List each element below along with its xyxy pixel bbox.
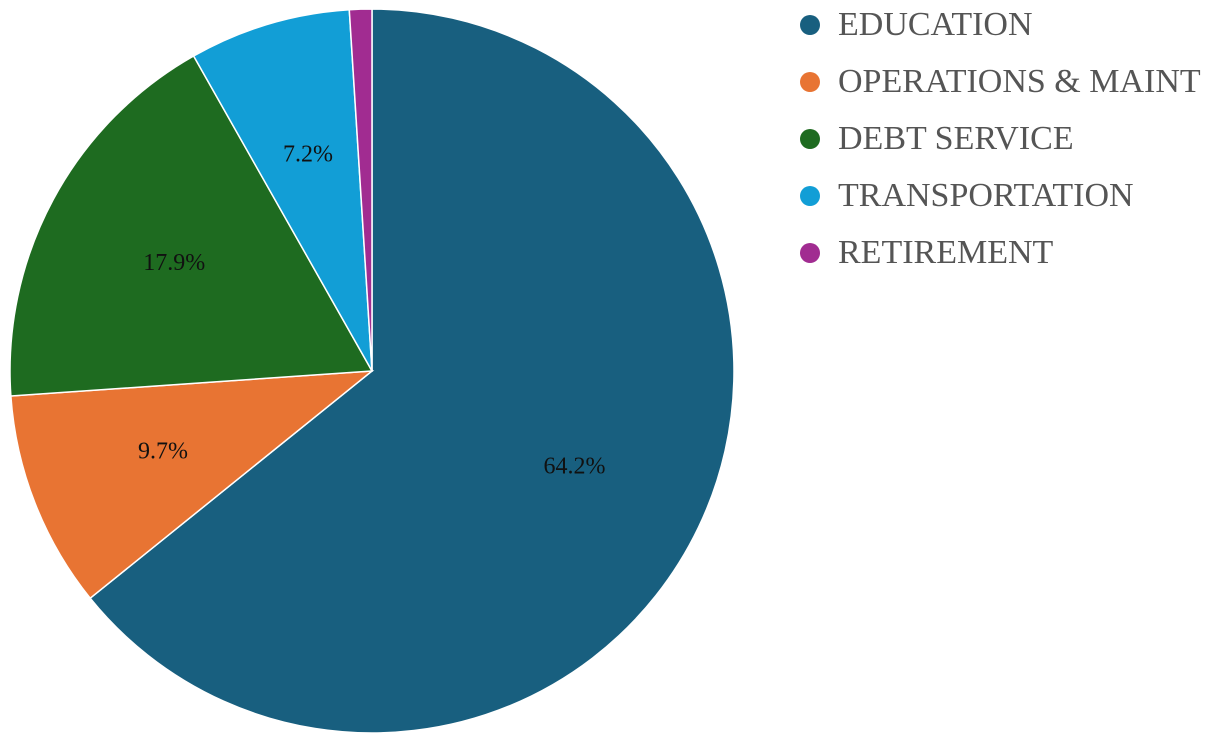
slice-label-transportation: 7.2% bbox=[283, 141, 333, 167]
legend-marker-retirement bbox=[800, 243, 820, 263]
legend-item-retirement[interactable]: RETIREMENT bbox=[800, 234, 1201, 272]
legend-item-operations-maint[interactable]: OPERATIONS & MAINT bbox=[800, 63, 1201, 101]
chart-legend: EDUCATION OPERATIONS & MAINT DEBT SERVIC… bbox=[800, 6, 1201, 291]
legend-marker-debt-service bbox=[800, 129, 820, 149]
pie-slice-retirement[interactable] bbox=[348, 8, 373, 372]
pie-slice-debt-service[interactable] bbox=[9, 54, 374, 397]
slice-label-debt-service: 17.9% bbox=[143, 250, 205, 276]
legend-label-retirement: RETIREMENT bbox=[838, 234, 1054, 271]
slice-labels: 64.2% 9.7% 17.9% 7.2% bbox=[138, 141, 605, 479]
legend-marker-transportation bbox=[800, 186, 820, 206]
legend-item-education[interactable]: EDUCATION bbox=[800, 6, 1201, 44]
legend-label-debt-service: DEBT SERVICE bbox=[838, 120, 1074, 157]
legend-label-transportation: TRANSPORTATION bbox=[838, 177, 1134, 214]
legend-item-transportation[interactable]: TRANSPORTATION bbox=[800, 177, 1201, 215]
pie-slice-transportation[interactable] bbox=[192, 8, 373, 372]
pie-slices bbox=[9, 8, 735, 733]
legend-marker-operations-maint bbox=[800, 72, 820, 92]
legend-marker-education bbox=[800, 15, 820, 35]
legend-label-operations-maint: OPERATIONS & MAINT bbox=[838, 63, 1201, 100]
slice-label-operations-maint: 9.7% bbox=[138, 438, 188, 464]
legend-item-debt-service[interactable]: DEBT SERVICE bbox=[800, 120, 1201, 158]
legend-label-education: EDUCATION bbox=[838, 6, 1033, 43]
slice-label-education: 64.2% bbox=[543, 453, 605, 479]
pie-slice-education[interactable] bbox=[89, 8, 735, 733]
pie-slice-operations-maint[interactable] bbox=[10, 370, 375, 600]
